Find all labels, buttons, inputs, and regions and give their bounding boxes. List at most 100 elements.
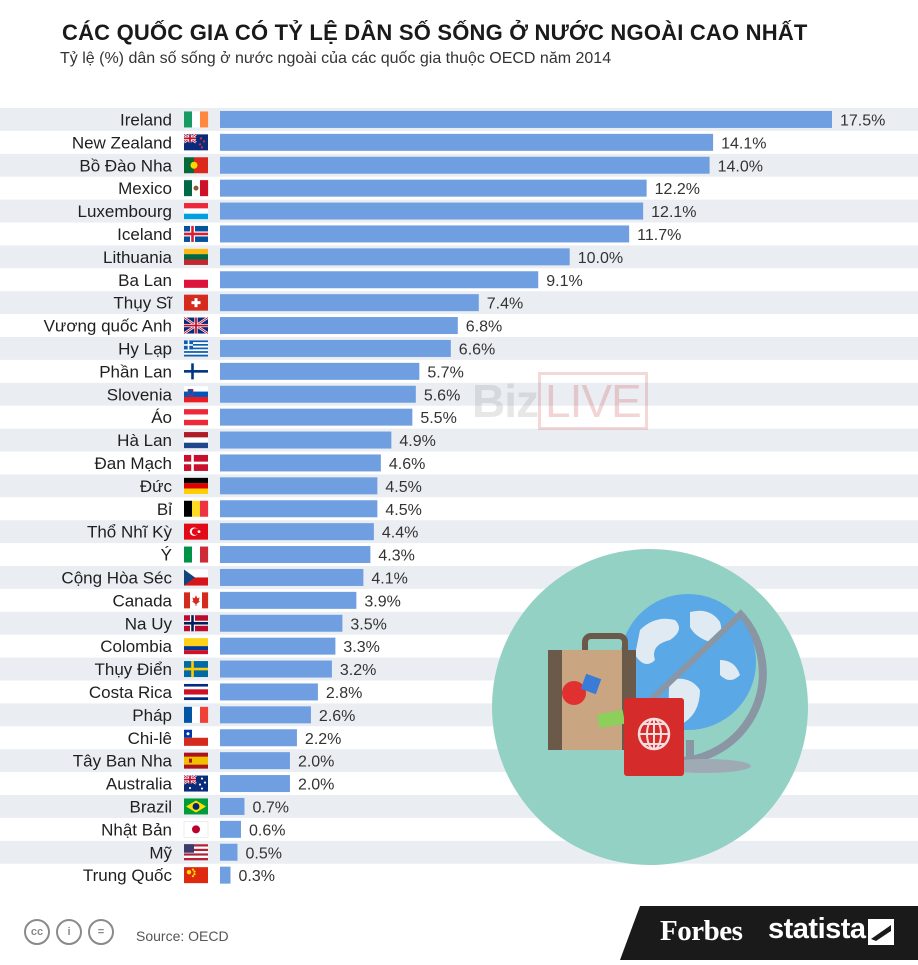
value-label: 0.5% [245, 845, 281, 862]
flag-icon [184, 363, 208, 380]
flag-icon [184, 340, 208, 357]
flag-icon [184, 500, 209, 517]
category-label: Cộng Hòa Séc [61, 568, 172, 587]
row-band [0, 840, 918, 864]
category-label: Hy Lạp [118, 339, 172, 358]
value-label: 4.4% [382, 525, 418, 542]
flag-icon [184, 592, 209, 609]
bar [220, 866, 231, 884]
value-label: 6.6% [459, 341, 495, 358]
value-label: 12.1% [651, 204, 696, 221]
value-label: 14.0% [718, 158, 763, 175]
value-label: 2.6% [319, 708, 355, 725]
flag-icon [184, 454, 208, 471]
bar [220, 385, 416, 403]
category-label: Thụy Sĩ [113, 294, 173, 313]
bar [220, 683, 318, 701]
flag-icon [184, 661, 208, 678]
watermark-left: Biz [472, 375, 539, 427]
value-label: 2.0% [298, 754, 334, 771]
forbes-logo: Forbes [660, 915, 743, 947]
category-label: Costa Rica [89, 683, 173, 702]
category-label: Pháp [132, 706, 172, 725]
value-label: 0.3% [238, 868, 274, 885]
bar [220, 820, 241, 838]
flag-icon [184, 432, 208, 449]
category-label: Trung Quốc [83, 866, 173, 885]
category-label: Nhật Bản [101, 820, 172, 839]
flag-icon [184, 409, 208, 426]
category-label: Lithuania [103, 248, 173, 267]
flag-icon [184, 706, 209, 723]
category-label: Thổ Nhĩ Kỳ [87, 523, 173, 542]
value-label: 17.5% [840, 112, 885, 129]
value-label: 0.7% [252, 799, 288, 816]
row-band [0, 474, 918, 498]
flag-icon [184, 180, 209, 197]
bar [220, 133, 714, 151]
flag-icon [184, 615, 208, 632]
category-label: Thụy Điển [95, 660, 172, 679]
suitcase-sticker-red [562, 681, 586, 705]
flag-icon [184, 752, 208, 769]
flag-icon [184, 294, 208, 311]
flag-icon [184, 683, 208, 701]
bar [220, 271, 539, 289]
bar [220, 477, 378, 495]
flag-icon [184, 569, 208, 586]
value-label: 2.8% [326, 685, 362, 702]
passport-globe-lines [639, 719, 669, 749]
category-label: Brazil [129, 797, 172, 816]
flag-icon [183, 133, 208, 151]
bar [220, 614, 343, 632]
chart-subtitle: Tỷ lệ (%) dân số sống ở nước ngoài của c… [60, 50, 612, 67]
flag-icon [184, 867, 208, 884]
suitcase-sticker-green [596, 709, 626, 729]
value-label: 3.2% [340, 662, 376, 679]
passport-globe-meridian [646, 718, 662, 750]
category-label: Bồ Đào Nha [79, 156, 172, 175]
footer-background [620, 906, 918, 960]
suitcase-sticker-blue [580, 673, 602, 695]
flag-icon [184, 729, 208, 746]
category-label: Mỹ [149, 843, 172, 862]
value-label: 5.5% [420, 410, 456, 427]
bar [220, 660, 332, 678]
value-label: 4.1% [371, 570, 407, 587]
bar [220, 454, 381, 472]
bar [220, 523, 374, 541]
category-label: Iceland [117, 225, 172, 244]
bar [220, 775, 290, 793]
value-label: 10.0% [578, 250, 623, 267]
bar [220, 637, 336, 655]
flag-icon [183, 316, 209, 335]
bar [220, 248, 570, 266]
value-label: 2.0% [298, 777, 334, 794]
value-label: 9.1% [546, 273, 582, 290]
category-label: Phần Lan [99, 362, 172, 381]
statista-mark-icon [868, 919, 894, 945]
bar [220, 202, 644, 220]
value-label: 0.6% [249, 822, 285, 839]
value-label: 3.5% [350, 616, 386, 633]
flag-icon [183, 821, 209, 838]
bar [220, 431, 392, 449]
bar [220, 225, 630, 243]
cc-icon: cc [24, 919, 50, 945]
flag-icon [184, 798, 208, 815]
category-label: Chi-lê [128, 729, 172, 748]
bar [220, 156, 710, 174]
value-label: 14.1% [721, 135, 766, 152]
bar [220, 339, 451, 357]
value-label: 3.9% [364, 593, 400, 610]
category-label: Ý [161, 546, 172, 565]
value-label: 4.3% [378, 548, 414, 565]
bar [220, 110, 832, 128]
bar [220, 317, 458, 335]
flag-icon [184, 203, 208, 220]
flag-icon [184, 248, 208, 265]
value-label: 4.5% [385, 502, 421, 519]
bar [220, 179, 647, 197]
flag-icon [184, 225, 208, 242]
category-label: Bỉ [157, 500, 172, 519]
